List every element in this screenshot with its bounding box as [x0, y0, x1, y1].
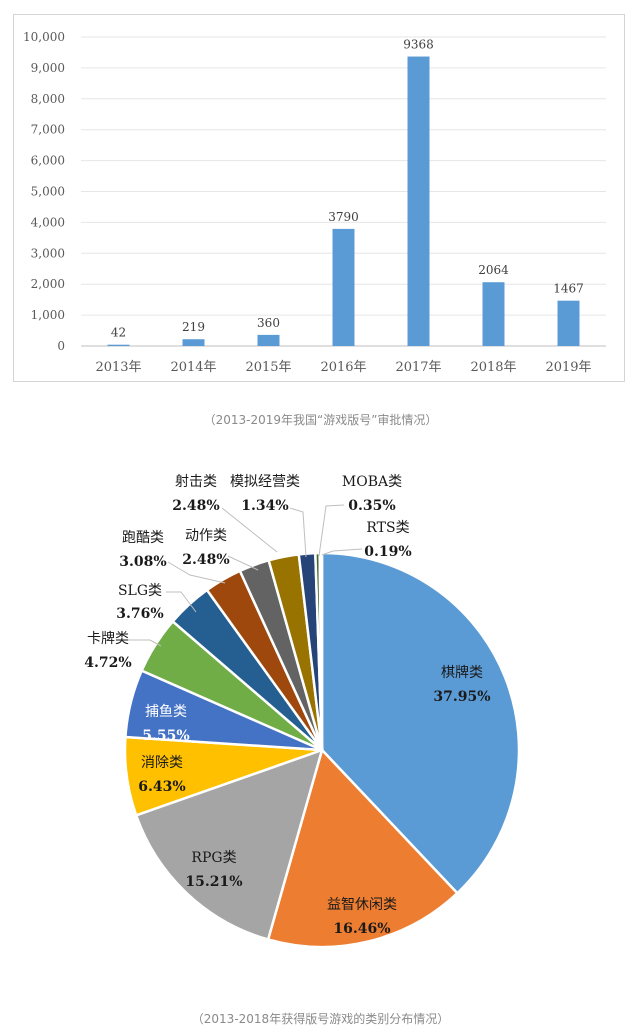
bar: [557, 300, 580, 346]
bar: [482, 282, 505, 346]
y-tick-label: 10,000: [23, 30, 65, 44]
pie-slice-name: 模拟经营类: [230, 474, 300, 490]
bar: [182, 339, 205, 346]
pie-slice-percent: 37.95%: [433, 689, 490, 705]
pie-slice-name: 消除类: [141, 755, 183, 771]
leader-line: [166, 591, 197, 613]
pie-slice-percent: 15.21%: [185, 874, 242, 890]
leader-line: [227, 555, 259, 571]
pie-chart: 棋牌类 37.95% 益智休闲类 16.46% RPG类 15.21% 消除类 6.43% 捕鱼…: [84, 474, 521, 949]
pie-slice-percent: 2.48%: [172, 498, 219, 514]
leader-line: [167, 561, 226, 584]
y-tick-label: 1,000: [31, 308, 65, 322]
pie-slice-name: SLG类: [118, 583, 162, 599]
bar: [407, 56, 430, 346]
x-tick-label: 2019年: [545, 360, 591, 375]
pie-slice-name: 动作类: [185, 528, 227, 544]
bar: [257, 334, 280, 346]
pie-slice-percent: 5.55%: [142, 728, 189, 744]
pie-slice-percent: 0.35%: [348, 498, 395, 514]
y-tick-label: 6,000: [31, 154, 65, 168]
pie-slice-name: 卡牌类: [87, 630, 129, 647]
pie-slice-name: RTS类: [366, 520, 409, 536]
leader-line: [128, 639, 162, 647]
pie-slice: [134, 748, 324, 942]
x-tick-label: 2014年: [170, 360, 216, 375]
bar-chart-caption: （2013-2019年我国“游戏版号”审批情况）: [203, 413, 438, 427]
x-tick-label: 2017年: [395, 360, 441, 375]
bar-data-label: 1467: [553, 282, 584, 296]
x-tick-label: 2018年: [470, 360, 516, 375]
y-tick-label: 7,000: [31, 123, 65, 137]
bar-data-label: 219: [182, 320, 205, 334]
pie-slice-percent: 3.76%: [116, 606, 163, 622]
pie-slice-name: 益智休闲类: [327, 897, 397, 913]
pie-slice-percent: 2.48%: [182, 552, 229, 568]
pie-slice-percent: 6.43%: [138, 779, 185, 795]
bar-data-label: 3790: [328, 210, 359, 224]
bar-chart-frame: 0 1,000 2,000 3,000 4,000 5,000 6,000 7,000 8,00…: [13, 14, 625, 382]
leader-line: [321, 548, 363, 556]
leader-line: [289, 507, 307, 558]
pie-slice-percent: 0.19%: [364, 544, 411, 560]
pie-slice-percent: 4.72%: [84, 655, 131, 671]
pie-slice: [266, 747, 460, 949]
pie-slice-name: 棋牌类: [441, 664, 483, 681]
y-tick-label: 5,000: [31, 185, 65, 199]
bar-data-label: 9368: [403, 38, 434, 52]
pie-slice-name: RPG类: [191, 850, 236, 866]
bar-chart: 0 1,000 2,000 3,000 4,000 5,000 6,000 7,000 8,00…: [23, 30, 606, 375]
bar: [107, 344, 130, 346]
bar-data-label: 360: [257, 316, 280, 330]
pie-slice-name: 捕鱼类: [145, 703, 187, 720]
pie-slice-name: 射击类: [175, 474, 217, 490]
pie-slice-name: 跑酷类: [122, 530, 164, 546]
y-tick-label: 3,000: [31, 246, 65, 260]
x-tick-label: 2016年: [320, 360, 366, 375]
pie-slice-percent: 1.34%: [241, 498, 288, 514]
y-tick-label: 0: [57, 339, 65, 353]
pie-slice-percent: 16.46%: [333, 921, 390, 937]
x-tick-label: 2015年: [245, 360, 291, 375]
bar: [332, 228, 355, 346]
y-tick-label: 4,000: [31, 215, 65, 229]
x-tick-label: 2013年: [95, 360, 141, 375]
leader-line: [221, 507, 278, 553]
pie-slice-percent: 3.08%: [119, 554, 166, 570]
bar-data-label: 42: [111, 326, 126, 340]
y-tick-label: 9,000: [31, 61, 65, 75]
y-tick-label: 8,000: [31, 92, 65, 106]
pie-chart-caption: （2013-2018年获得版号游戏的类别分布情况）: [191, 1012, 450, 1026]
leader-line: [318, 504, 345, 557]
bar-data-label: 2064: [478, 263, 509, 277]
pie-slice-name: MOBA类: [342, 474, 402, 490]
pie-slice: [320, 551, 521, 895]
y-tick-label: 2,000: [31, 277, 65, 291]
